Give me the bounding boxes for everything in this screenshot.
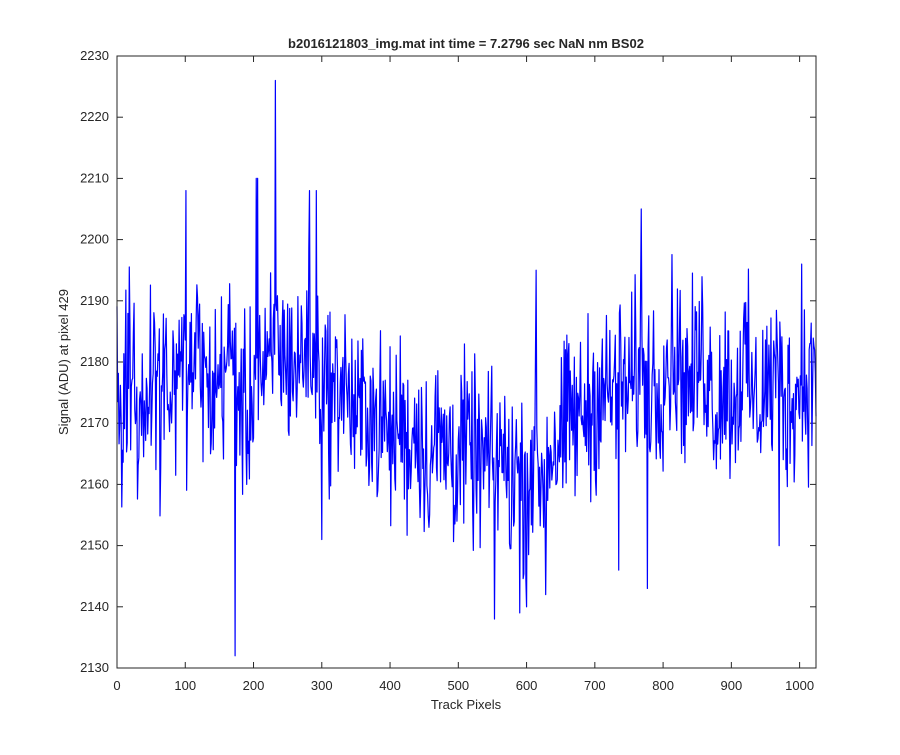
y-tick-label: 2230 bbox=[80, 48, 109, 63]
signal-series-line bbox=[116, 79, 817, 657]
y-axis-ticks: 2130 2140 2150 2160 2170 2180 2190 2200 2210 2220… bbox=[80, 48, 816, 675]
y-tick-label: 2140 bbox=[80, 599, 109, 614]
y-axis-label: Signal (ADU) at pixel 429 bbox=[56, 289, 71, 435]
x-tick-label: 700 bbox=[584, 678, 606, 693]
x-tick-label: 0 bbox=[113, 678, 120, 693]
y-tick-label: 2190 bbox=[80, 293, 109, 308]
y-tick-label: 2210 bbox=[80, 170, 109, 185]
x-tick-label: 500 bbox=[447, 678, 469, 693]
x-tick-label: 300 bbox=[311, 678, 333, 693]
chart-title: b2016121803_img.mat int time = 7.2796 se… bbox=[288, 36, 644, 51]
x-tick-label: 800 bbox=[652, 678, 674, 693]
x-tick-label: 1000 bbox=[785, 678, 814, 693]
y-tick-label: 2220 bbox=[80, 109, 109, 124]
plot-frame bbox=[116, 55, 817, 669]
y-tick-label: 2200 bbox=[80, 232, 109, 247]
y-tick-label: 2180 bbox=[80, 354, 109, 369]
x-axis-label: Track Pixels bbox=[431, 697, 502, 712]
y-tick-label: 2130 bbox=[80, 660, 109, 675]
x-tick-label: 200 bbox=[243, 678, 265, 693]
x-tick-label: 400 bbox=[379, 678, 401, 693]
x-axis-ticks: 0 100 200 300 400 500 600 700 800 900 1000 bbox=[113, 56, 814, 693]
x-tick-label: 600 bbox=[516, 678, 538, 693]
x-tick-label: 100 bbox=[174, 678, 196, 693]
y-tick-label: 2160 bbox=[80, 476, 109, 491]
y-tick-label: 2150 bbox=[80, 538, 109, 553]
x-tick-label: 900 bbox=[721, 678, 743, 693]
y-tick-label: 2170 bbox=[80, 415, 109, 430]
